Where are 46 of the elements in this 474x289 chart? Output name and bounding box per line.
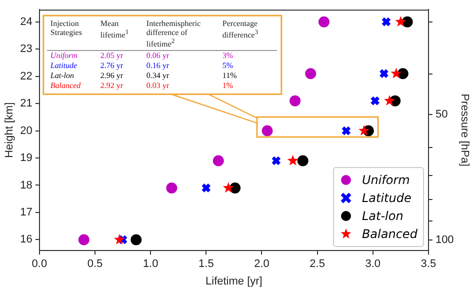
- legend-label: Latitude: [362, 190, 412, 205]
- legend-label: Lat-lon: [362, 208, 404, 223]
- x-tick-label: 0.0: [32, 258, 48, 270]
- y-axis-title: Height [km]: [4, 102, 16, 158]
- y-tick-label: 18: [20, 179, 32, 192]
- annotation: Uniform: [49, 50, 79, 62]
- y-tick-label: 22: [20, 70, 32, 82]
- y2-tick-label: 50: [435, 108, 448, 121]
- y-tick-label: 17: [20, 206, 32, 219]
- x-axis-title: Lifetime [yr]: [206, 275, 262, 288]
- annotation: Balanced: [49, 81, 82, 92]
- annotation: 0.16 yr: [145, 61, 170, 72]
- annotation: 0.06 yr: [145, 50, 170, 62]
- x-tick-label: 0.5: [87, 258, 103, 270]
- y-tick-label: 20: [20, 124, 32, 137]
- annotation: Percentage difference$^{3}$: [219, 18, 278, 51]
- x-tick-label: 3.0: [365, 258, 381, 270]
- y-tick-label: 16: [20, 234, 32, 246]
- annotation: Latitude: [49, 61, 78, 72]
- y2-tick-label: 100: [435, 234, 454, 246]
- annotation: Interhemispheric difference of lifetime$^{2}$: [143, 18, 220, 51]
- annotation: 2.05 yr: [99, 50, 124, 62]
- x-tick-label: 2.5: [310, 258, 325, 270]
- y2-axis-title: Pressure [hPa]: [458, 94, 470, 166]
- x-tick-label: 3.5: [420, 258, 436, 270]
- annotation: 2.76 yr: [99, 61, 124, 72]
- annotation: Lat-lon: [49, 71, 75, 82]
- y-tick-label: 24: [20, 16, 32, 28]
- y-tick-label: 23: [20, 43, 32, 56]
- annotation: 2.92 yr: [99, 81, 124, 92]
- annotation: 11%: [221, 71, 238, 82]
- annotation: 5%: [221, 61, 234, 72]
- y-tick-label: 19: [20, 152, 32, 164]
- annotation: 1%: [221, 81, 234, 92]
- annotation: Mean lifetime$^{1}$: [97, 18, 144, 51]
- legend-label: Balanced: [362, 226, 418, 241]
- annotation: 3%: [221, 50, 234, 62]
- x-tick-label: 2.0: [254, 258, 270, 270]
- annotation: 0.03 yr: [145, 81, 170, 92]
- x-tick-label: 1.0: [142, 258, 158, 270]
- annotation: 2.96 yr: [99, 71, 124, 82]
- annotation: 0.34 yr: [145, 71, 170, 82]
- y-tick-label: 21: [20, 98, 32, 110]
- x-tick-label: 1.5: [198, 258, 214, 270]
- annotation: Injection Strategies: [47, 18, 98, 51]
- legend-label: Uniform: [362, 172, 410, 187]
